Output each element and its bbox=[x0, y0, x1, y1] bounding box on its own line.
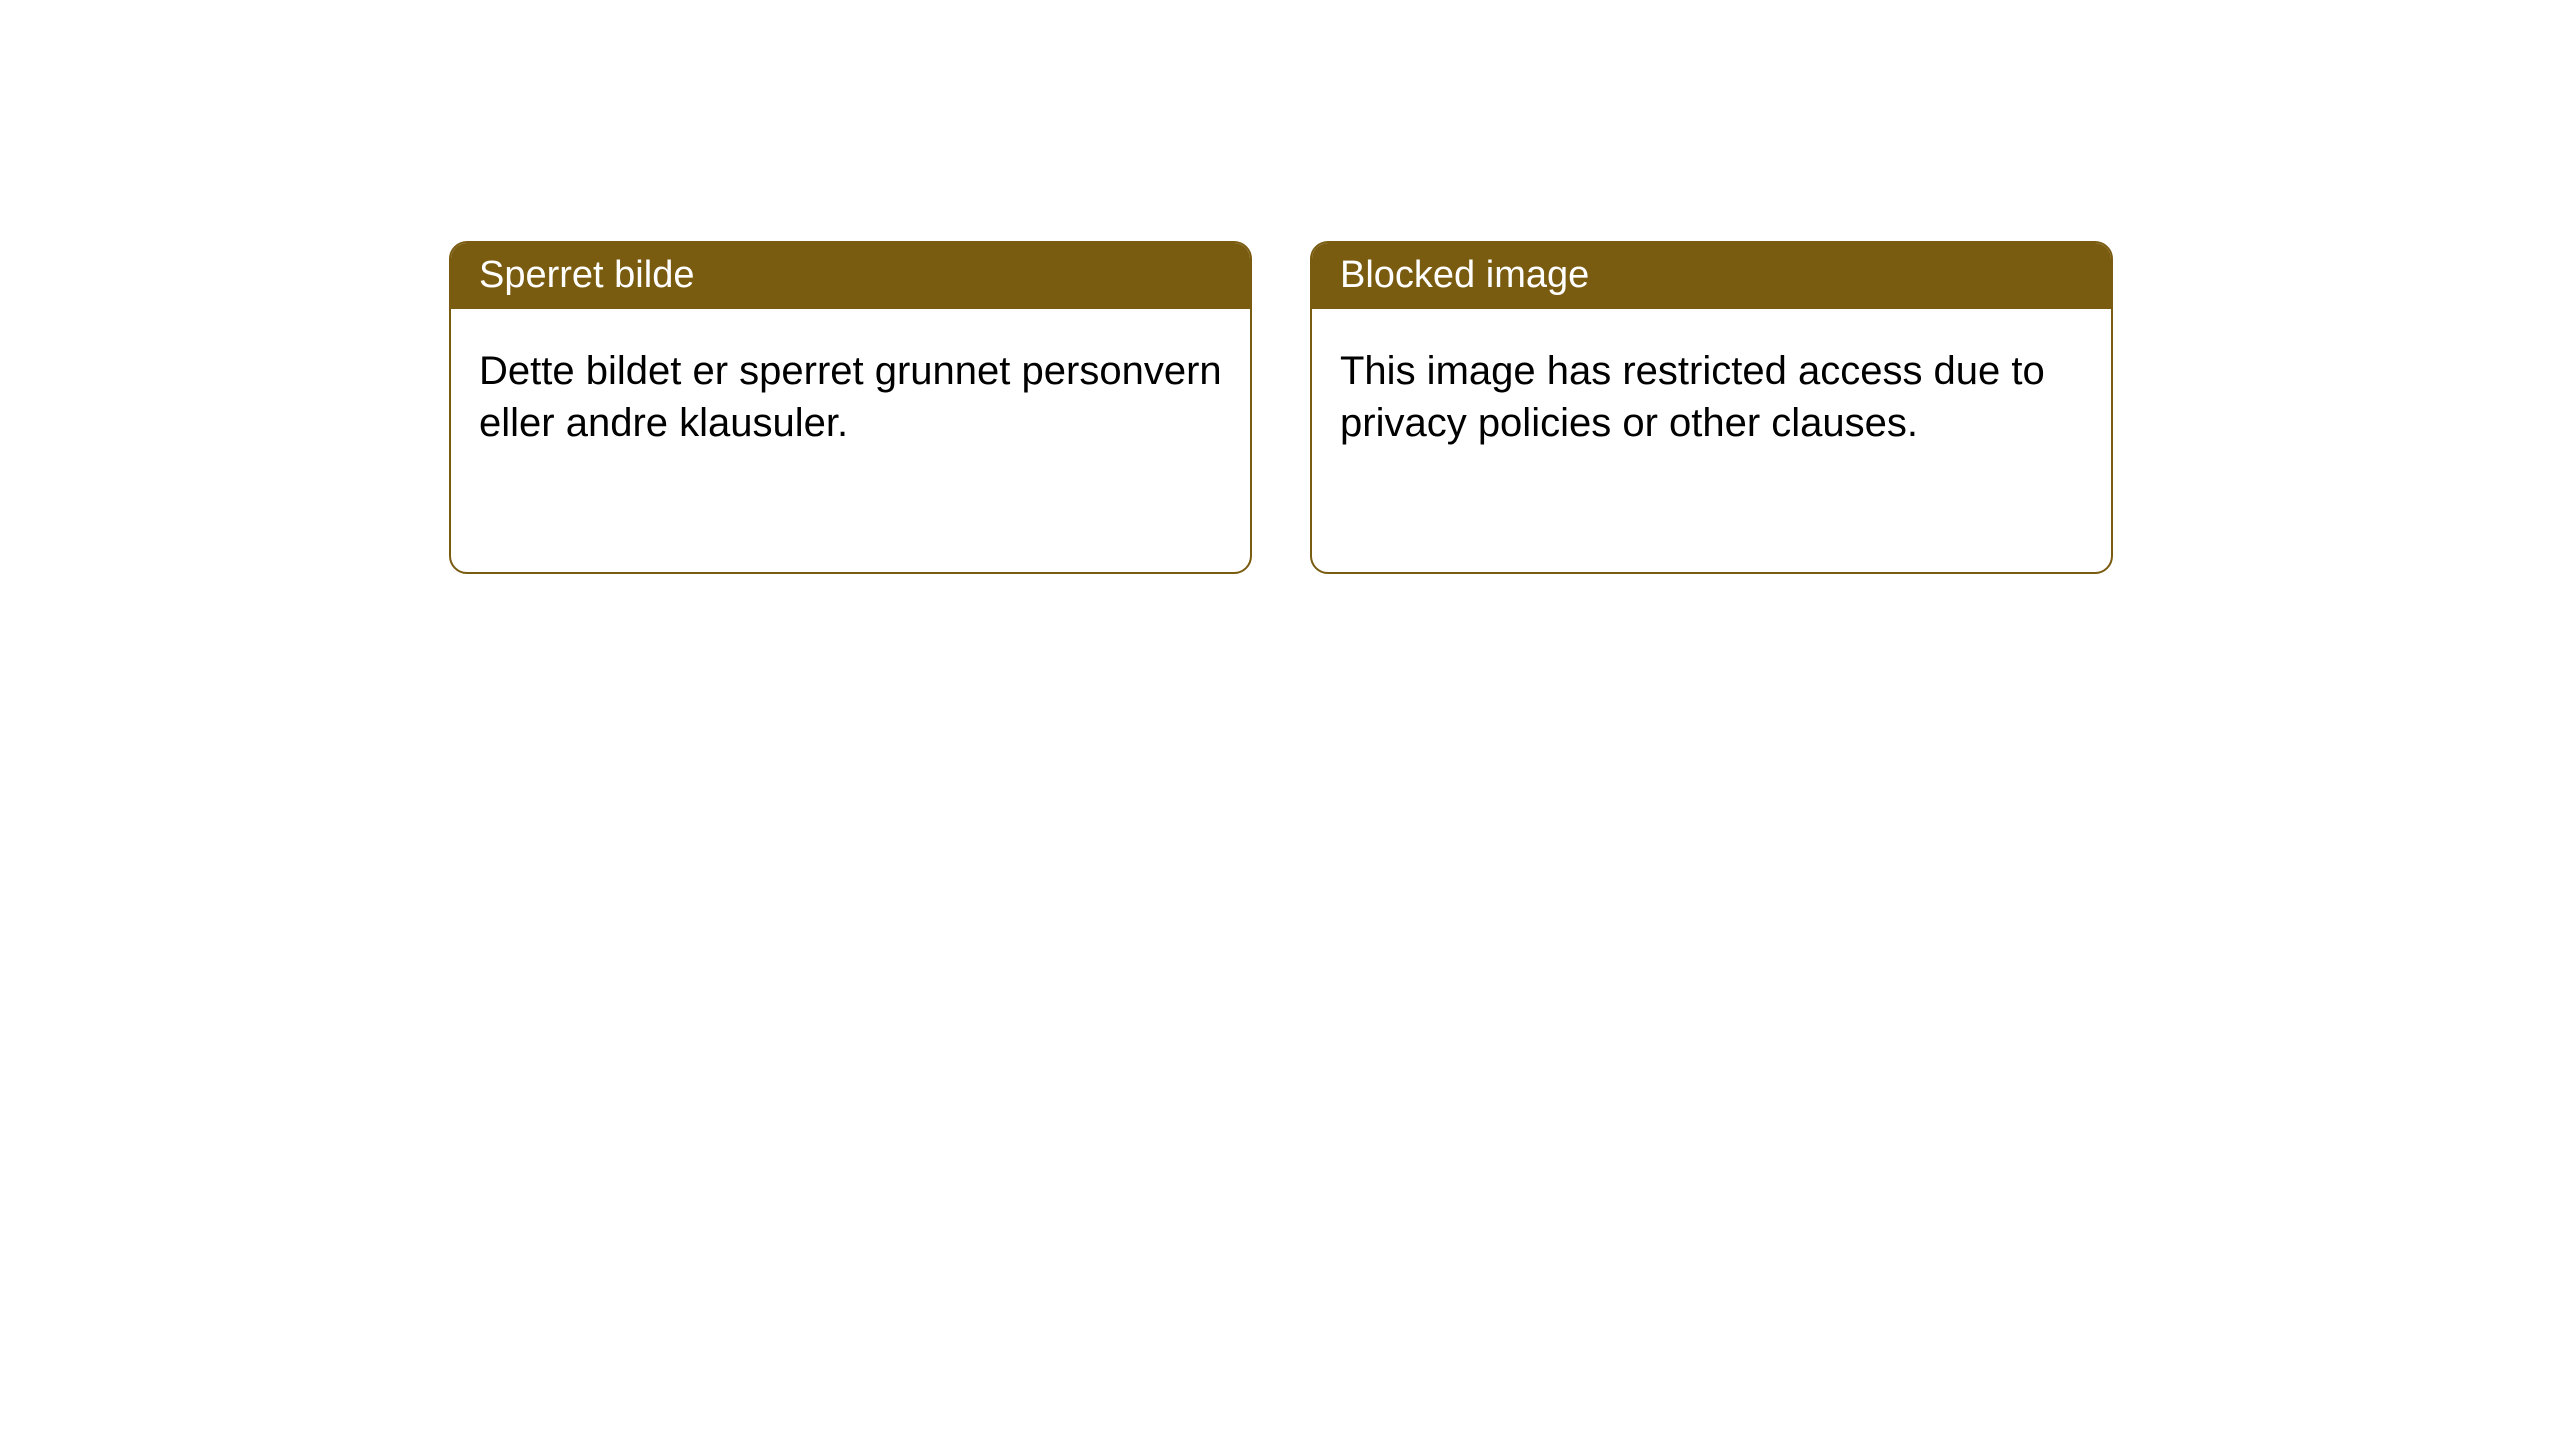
notice-card-english: Blocked image This image has restricted … bbox=[1310, 241, 2113, 574]
notice-card-norwegian: Sperret bilde Dette bildet er sperret gr… bbox=[449, 241, 1252, 574]
notice-title: Blocked image bbox=[1340, 254, 1589, 296]
notice-title: Sperret bilde bbox=[479, 254, 694, 296]
notice-body-text: Dette bildet er sperret grunnet personve… bbox=[479, 349, 1222, 445]
notice-header: Blocked image bbox=[1312, 243, 2111, 309]
notice-container: Sperret bilde Dette bildet er sperret gr… bbox=[0, 0, 2560, 574]
notice-body-text: This image has restricted access due to … bbox=[1340, 349, 2045, 445]
notice-header: Sperret bilde bbox=[451, 243, 1250, 309]
notice-body: Dette bildet er sperret grunnet personve… bbox=[451, 309, 1250, 477]
notice-body: This image has restricted access due to … bbox=[1312, 309, 2111, 477]
